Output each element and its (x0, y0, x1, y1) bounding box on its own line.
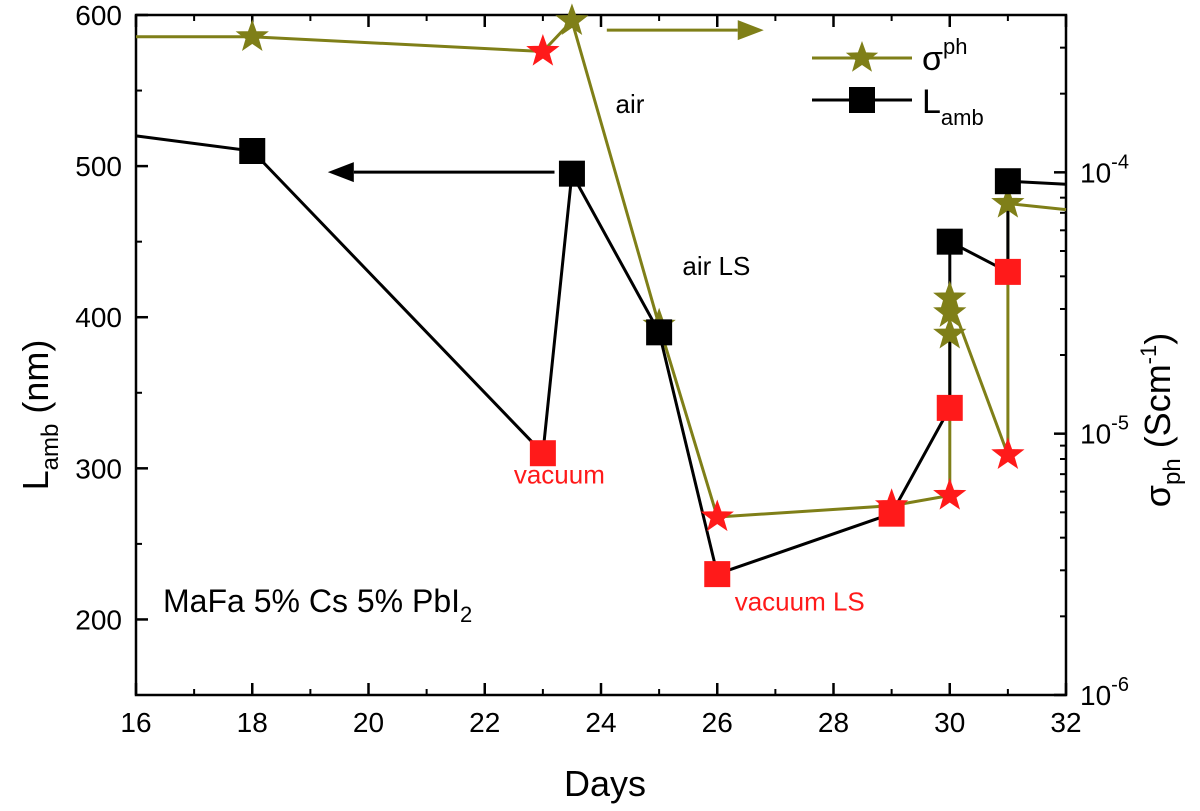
legend-sigma-marker (845, 41, 879, 72)
right-y-tick-exponent: -5 (1111, 413, 1129, 435)
legend-sigma-main: σ (922, 40, 943, 78)
lamb-square-point (936, 228, 963, 255)
sigma-star-point (700, 499, 734, 532)
sample-annotation-text: MaFa 5% Cs 5% PbI (163, 583, 460, 619)
left-axis-arrow-head (327, 162, 354, 183)
right-y-tick-exponent: -6 (1111, 674, 1129, 696)
sigma-star-point (933, 280, 967, 313)
legend-lamb-main: L (922, 83, 941, 121)
state-annotation: air (616, 89, 645, 119)
x-tick-label: 30 (934, 707, 965, 738)
legend: σph Lamb (812, 34, 984, 130)
lamb-square-point (558, 160, 585, 187)
right-y-tick-base: 10 (1080, 680, 1111, 711)
legend-sigma-star (845, 41, 879, 72)
right-y-tick-base: 10 (1080, 157, 1111, 188)
lamb-square-point (704, 561, 731, 588)
left-y-tick-label: 400 (75, 302, 122, 333)
sigma-star-point (991, 185, 1025, 218)
legend-sigma-label: σph (922, 34, 967, 78)
x-tick-label: 24 (585, 707, 616, 738)
sigma-star-point (235, 19, 269, 51)
sigma-star-point (526, 34, 560, 66)
x-tick-label: 22 (469, 707, 500, 738)
lamb-square-point (239, 138, 266, 164)
left-y-tick-label: 500 (75, 151, 122, 182)
right-y-axis-title-main: σ (1137, 485, 1178, 507)
sigma-star-point (933, 477, 967, 510)
right-axis-arrow-head (737, 20, 764, 41)
state-annotation: vacuum LS (735, 586, 865, 616)
lamb-square-point (646, 319, 673, 346)
left-y-axis-title-main: L (15, 470, 56, 490)
left-y-axis-title: Lamb (nm) (15, 340, 64, 491)
sample-annotation: MaFa 5% Cs 5% PbI2 (163, 583, 472, 627)
left-y-axis-title-sub: amb (37, 424, 64, 471)
left-y-tick-label: 200 (75, 604, 122, 635)
right-y-tick-exponent: -4 (1111, 151, 1129, 173)
sigma-star-point (991, 437, 1025, 469)
sigma-star-point (933, 316, 967, 349)
lamb-square-point (529, 440, 556, 467)
right-y-axis-title-close: ) (1137, 333, 1178, 345)
x-tick-label: 16 (120, 707, 151, 738)
annotation-layer: air air LS vacuum vacuum LS (327, 20, 865, 616)
x-tick-label: 32 (1050, 707, 1081, 738)
right-y-tick-label: 10-4 (1080, 151, 1129, 188)
legend-lamb-label: Lamb (922, 83, 984, 130)
state-annotation: air LS (682, 251, 750, 281)
right-y-axis-title-rest: (Scm (1137, 364, 1178, 458)
series-layer (135, 3, 1067, 588)
left-y-tick-label: 600 (75, 0, 122, 31)
sigma-star-point (555, 3, 589, 35)
legend-entry-sigma: σph (812, 34, 967, 78)
lamb-series-line (135, 134, 1067, 577)
plot-area: 16 18 20 22 24 26 28 30 3220030040050060010-610-… (75, 0, 1129, 738)
lamb-square-point (994, 258, 1021, 285)
right-y-axis-title-sub: ph (1159, 458, 1186, 485)
left-y-tick-label: 300 (75, 453, 122, 484)
x-tick-label: 20 (353, 707, 384, 738)
legend-lamb-marker (849, 87, 875, 113)
legend-entry-lamb: Lamb (812, 83, 984, 130)
sample-annotation-subscript: 2 (460, 602, 472, 627)
lamb-square-point (936, 394, 963, 421)
x-tick-label: 26 (702, 707, 733, 738)
legend-lamb-sub: amb (941, 105, 984, 130)
right-y-tick-label: 10-6 (1080, 674, 1129, 711)
x-axis-title: Days (564, 763, 646, 804)
right-y-tick-label: 10-5 (1080, 413, 1129, 450)
right-y-tick-base: 10 (1080, 419, 1111, 450)
x-tick-label: 28 (818, 707, 849, 738)
left-y-axis-title-rest: (nm) (15, 340, 56, 424)
legend-sigma-sup: ph (943, 34, 967, 59)
right-y-axis-title-sup: -1 (1136, 345, 1161, 365)
state-annotation: vacuum (514, 459, 605, 489)
x-tick-label: 18 (237, 707, 268, 738)
lamb-square-point (878, 500, 905, 527)
lamb-square-point (994, 168, 1021, 195)
right-y-axis-title: σph (Scm-1) (1136, 333, 1186, 507)
sigma-star-point (933, 295, 967, 327)
